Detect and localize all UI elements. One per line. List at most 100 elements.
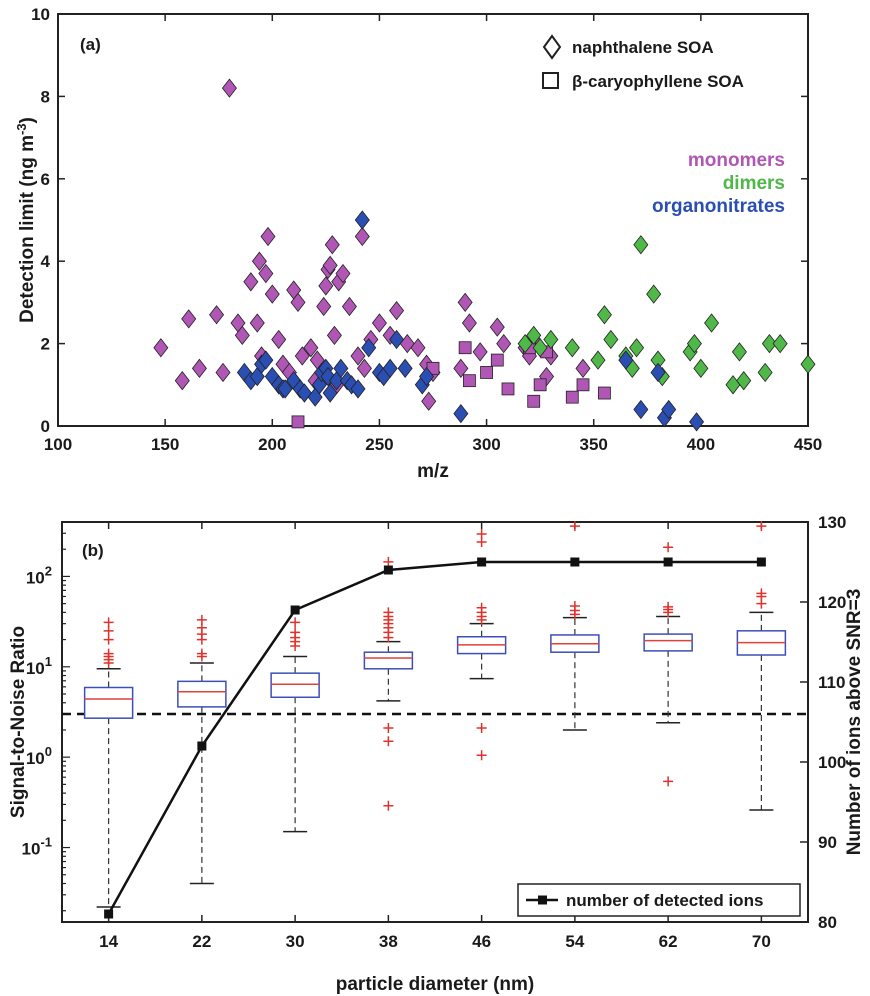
outlier-marker: [103, 617, 114, 628]
outlier-marker: [196, 648, 207, 659]
y-axis-label-main: Detection limit (ng m: [17, 135, 38, 323]
x-tick-label: 46: [472, 932, 491, 951]
data-point-dimers: [725, 375, 741, 395]
box-38: [363, 556, 414, 811]
data-point-organonitrates: [258, 350, 274, 370]
category-label-dimers: dimers: [723, 173, 785, 194]
data-point-monomers: [461, 313, 477, 333]
data-point-organonitrates: [453, 403, 469, 424]
x-tick-label: 22: [192, 932, 211, 951]
data-point-monomers: [271, 329, 287, 350]
outlier-marker: [663, 601, 674, 612]
x-tick-label: 300: [472, 435, 500, 454]
x-tick-label: 250: [365, 435, 393, 454]
data-point-monomers: [290, 292, 306, 313]
box-54: [550, 521, 600, 731]
y-tick-label: 102: [26, 563, 52, 587]
detected-ions-point: [290, 605, 300, 615]
box-iqr: [177, 680, 227, 708]
data-point-dimers: [517, 333, 533, 354]
data-point-dimers: [590, 350, 606, 370]
plot-frame: [57, 13, 809, 427]
data-point-monomers: [575, 358, 591, 378]
data-point-monomers: [209, 305, 225, 325]
data-point-monomers: [294, 346, 310, 366]
panel-a: 100 150 200 250 300 350 400 450 0 2 4 6 8 10 m/z Detect…: [14, 5, 822, 482]
data-point-monomers: [264, 284, 280, 304]
detected-ions-point: [663, 557, 673, 567]
data-point-monomers: [533, 378, 547, 392]
legend-square-marker: [542, 72, 559, 89]
y2-axis-label: Number of ions above SNR=3: [844, 589, 865, 856]
data-point-monomers: [356, 358, 372, 378]
data-point-organonitrates: [322, 383, 338, 403]
y-tick-label: 0: [41, 417, 50, 436]
data-point-organonitrates: [277, 379, 293, 399]
y-tick-label: 101: [26, 654, 52, 678]
data-point-dimers: [693, 358, 709, 378]
data-point-organonitrates: [249, 366, 265, 387]
outlier-marker: [103, 648, 114, 659]
y-tick-label: 10: [31, 5, 50, 24]
data-point-monomers: [181, 309, 197, 329]
data-point-organonitrates: [307, 387, 323, 407]
outlier-marker: [663, 776, 674, 787]
data-point-organonitrates: [397, 358, 413, 378]
data-point-organonitrates: [296, 383, 312, 403]
data-point-organonitrates: [650, 362, 666, 383]
x-tick-label: 54: [565, 932, 584, 951]
outlier-marker: [383, 800, 394, 811]
y-tick-exponent: 0: [45, 744, 52, 759]
outlier-marker: [383, 607, 394, 618]
data-point-organonitrates: [361, 338, 377, 358]
data-point-monomers: [174, 371, 190, 391]
x-tick-label: 62: [659, 932, 678, 951]
box-70: [736, 521, 787, 811]
data-point-monomers: [249, 313, 265, 333]
outlier-marker: [476, 750, 487, 761]
y-tick-label: 10-1: [22, 835, 52, 859]
x-tick-label: 70: [752, 932, 771, 951]
data-point-monomers: [472, 342, 488, 362]
data-point-monomers: [326, 325, 342, 346]
y2-tick-label: 100: [818, 753, 846, 772]
outlier-marker: [196, 614, 207, 625]
x-tick-label: 450: [794, 435, 822, 454]
data-point-monomers: [215, 362, 231, 383]
y-tick-base: 10: [26, 568, 45, 587]
data-point-monomers: [303, 338, 319, 358]
data-point-dimers: [800, 354, 816, 374]
data-point-dimers: [603, 329, 619, 350]
data-point-monomers: [458, 341, 472, 355]
data-point-monomers: [251, 251, 267, 271]
box-iqr: [643, 633, 693, 652]
box-22: [177, 614, 227, 885]
legend-diamond-marker: [542, 34, 562, 60]
data-point-dimers: [532, 338, 548, 358]
panel-label-b: (b): [82, 541, 104, 560]
box-14: [83, 617, 134, 908]
y-axis-label: Detection limit (ng m-3): [14, 117, 38, 323]
data-point-organonitrates: [419, 366, 435, 387]
data-point-monomers: [453, 358, 469, 378]
detected-ions-point: [570, 557, 580, 567]
data-point-dimers: [526, 325, 542, 346]
x-tick-label: 400: [687, 435, 715, 454]
data-point-monomers: [501, 382, 515, 396]
data-point-monomers: [565, 390, 579, 404]
data-point-monomers: [324, 235, 340, 255]
x-tick-label: 350: [580, 435, 608, 454]
outlier-marker: [290, 617, 301, 628]
y2-tick-label: 90: [818, 833, 837, 852]
legend-label: number of detected ions: [566, 891, 763, 910]
data-point-organonitrates: [354, 210, 370, 230]
y-tick-base: 10: [26, 659, 45, 678]
data-point-monomers: [480, 366, 493, 379]
data-point-monomers: [527, 394, 541, 408]
data-point-monomers: [490, 353, 504, 367]
data-point-organonitrates: [689, 412, 705, 432]
panel-label-a: (a): [80, 35, 101, 54]
outlier-marker: [663, 542, 674, 553]
data-point-dimers: [564, 338, 580, 358]
x-tick-label: 30: [286, 932, 305, 951]
